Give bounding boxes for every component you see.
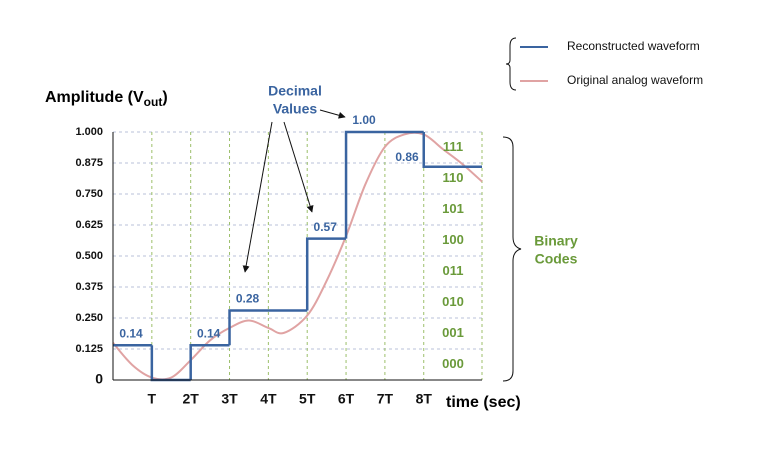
binary-code: 001 [442, 325, 464, 340]
value-label: 0.28 [236, 292, 260, 306]
x-tick-label: 2T [183, 391, 200, 407]
legend-bracket [505, 37, 517, 91]
step-segment [189, 344, 230, 380]
binary-code: 111 [443, 139, 463, 154]
x-tick-label: 6T [338, 391, 355, 407]
binary-code: 010 [442, 294, 464, 309]
step-segment [422, 132, 482, 168]
x-tick-label: 8T [416, 391, 433, 407]
binary-code: 000 [442, 356, 464, 371]
value-label: 0.57 [314, 220, 338, 234]
x-axis-label: time (sec) [446, 394, 521, 411]
legend-label: Reconstructed waveform [567, 39, 700, 53]
y-tick-label: 0.625 [75, 219, 103, 231]
arrow [319, 109, 346, 119]
y-tick-label: 0.750 [75, 188, 103, 200]
value-label: 0.86 [395, 150, 419, 164]
arrow [242, 121, 273, 273]
binary-code: 100 [442, 232, 464, 247]
y-tick-label: 0 [95, 371, 103, 387]
value-label: 0.14 [197, 326, 221, 340]
y-tick-label: 0.125 [75, 343, 103, 355]
line [112, 131, 483, 381]
x-tick-label: 4T [260, 391, 277, 407]
step-segment [228, 309, 308, 346]
y-tick-label: 1.000 [75, 126, 103, 138]
grid [113, 131, 483, 380]
step-segment [150, 345, 191, 382]
x-tick-label: 5T [299, 391, 316, 407]
value-label: 0.14 [119, 326, 143, 340]
step-segment [344, 130, 424, 239]
marks: 0.14 0.14 0.28 0.57 1.00 0.86 [112, 113, 483, 382]
annotation: Binary [534, 233, 578, 249]
x-tick-label: T [148, 391, 157, 407]
arrow [283, 121, 314, 213]
value-label: 1.00 [352, 113, 376, 127]
x-tick-label: 7T [377, 391, 394, 407]
y-tick-label: 0.250 [75, 312, 103, 324]
binary-code: 011 [443, 263, 464, 278]
y-tick-label: 0.500 [75, 250, 103, 262]
binary-code: 101 [442, 201, 464, 216]
bracket [502, 136, 522, 382]
legend: Reconstructed waveform Original analog wa… [520, 39, 703, 87]
y-tick-label: 0.375 [75, 281, 103, 293]
y-axis-label: Amplitude (Vout) [45, 89, 168, 109]
binary-code: 110 [443, 170, 464, 185]
legend-label: Original analog waveform [567, 73, 703, 87]
annotation: Codes [535, 251, 578, 267]
x-tick-label: 3T [221, 391, 238, 407]
annotation: Decimal [268, 83, 322, 99]
step-segment [305, 237, 347, 311]
annotation: Values [273, 101, 318, 117]
y-tick-label: 0.875 [75, 157, 103, 169]
